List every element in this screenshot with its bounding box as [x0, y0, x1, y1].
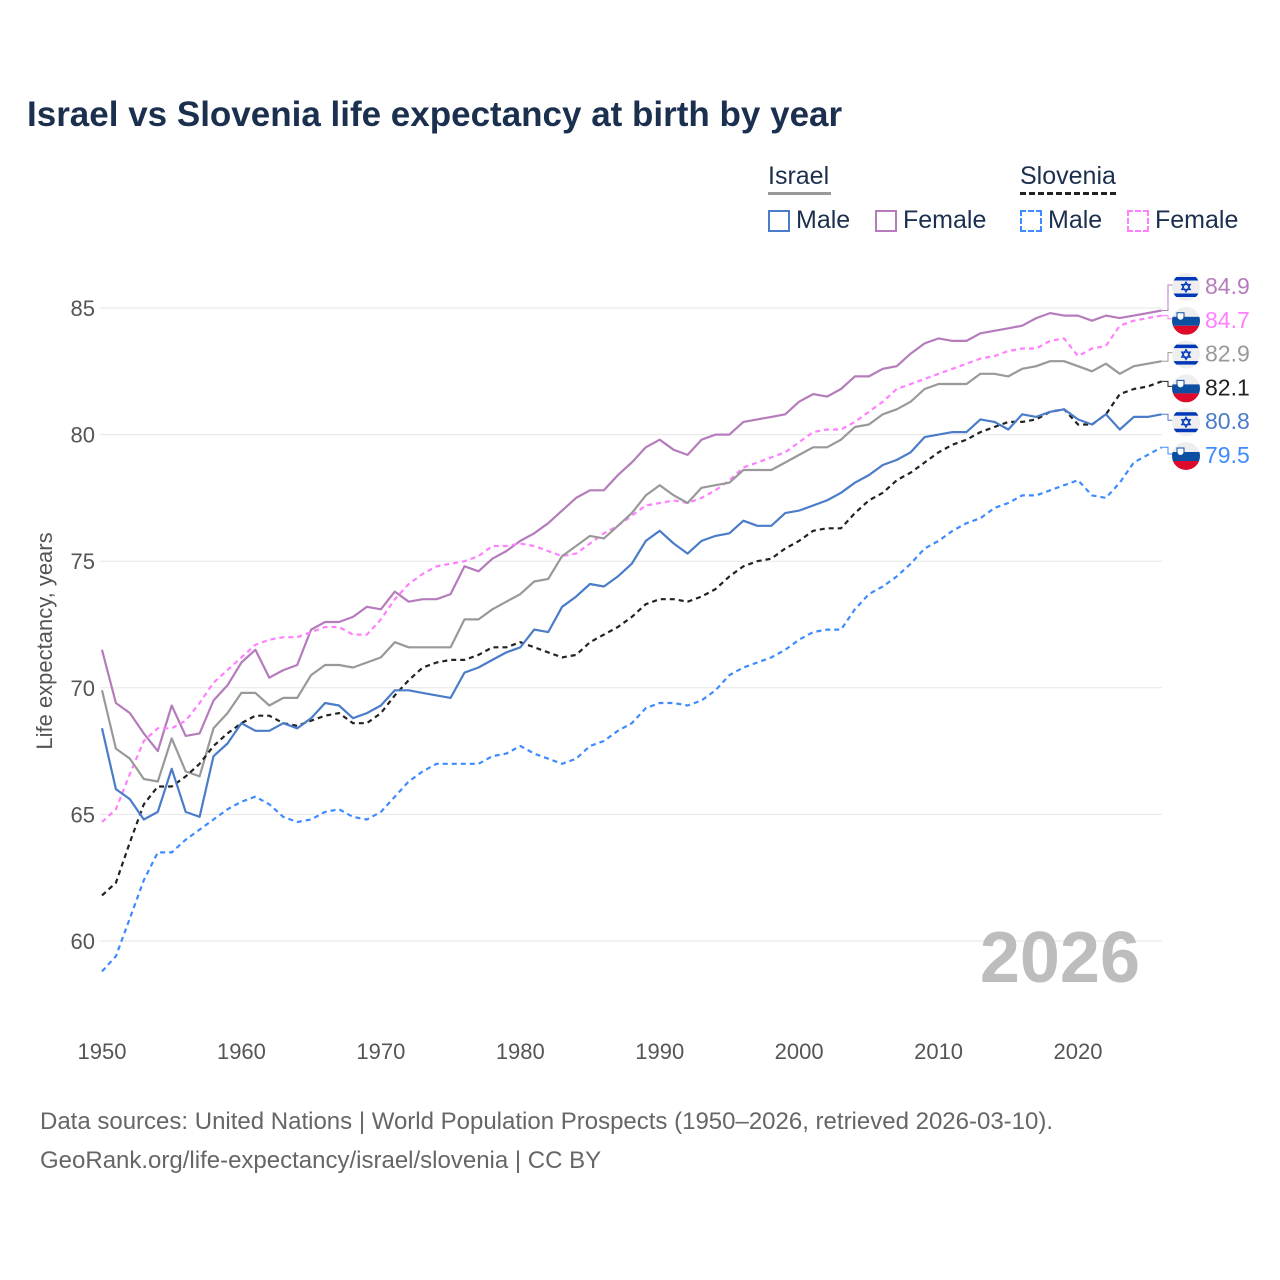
legend-slovenia-female[interactable]: Female	[1127, 206, 1238, 235]
legend-slovenia-label: Slovenia	[1020, 162, 1116, 190]
legend-slovenia-line	[1020, 192, 1116, 195]
label-connector	[1162, 315, 1176, 320]
legend-slovenia-heading: Slovenia	[1020, 162, 1116, 195]
source-line-1: Data sources: United Nations | World Pop…	[40, 1108, 1054, 1135]
label-connector	[1162, 352, 1176, 362]
slovenia-flag-icon	[1172, 306, 1200, 335]
legend-israel-male[interactable]: Male	[768, 206, 850, 235]
series-line-israel	[100, 360, 1162, 783]
x-tick-label: 1960	[217, 1039, 266, 1064]
end-label-israel: 82.9	[1162, 340, 1250, 369]
legend-israel-label: Israel	[768, 162, 830, 190]
legend-israel-male-label: Male	[796, 206, 851, 234]
x-tick-label: 1980	[496, 1039, 545, 1064]
series-line-israel-male	[100, 408, 1162, 821]
x-tick-label: 2020	[1054, 1039, 1103, 1064]
legend-slovenia-female-swatch	[1127, 209, 1149, 232]
slovenia-flag-icon	[1172, 442, 1200, 470]
series-line-israel-female	[100, 309, 1162, 753]
source-line-2[interactable]: GeoRank.org/life-expectancy/israel/slove…	[40, 1147, 602, 1174]
y-tick-label: 85	[71, 296, 95, 321]
israel-flag-icon	[1172, 273, 1200, 301]
end-label-slovenia-male: 79.5	[1162, 442, 1250, 470]
end-value-label: 84.7	[1205, 307, 1250, 333]
end-label-slovenia-female: 84.7	[1162, 306, 1250, 335]
legend-israel-female-swatch	[875, 209, 897, 232]
label-connector	[1162, 380, 1176, 387]
y-tick-label: 65	[71, 802, 95, 827]
legend-israel-male-swatch	[768, 209, 790, 232]
end-label-israel-female: 84.9	[1162, 273, 1250, 311]
end-value-label: 82.9	[1205, 341, 1250, 367]
x-tick-label: 1990	[635, 1039, 684, 1064]
x-tick-label: 2010	[914, 1039, 963, 1064]
end-value-label: 79.5	[1205, 442, 1250, 468]
legend-slovenia-male-label: Male	[1048, 206, 1103, 234]
y-tick-label: 75	[71, 549, 95, 574]
end-label-slovenia: 82.1	[1162, 374, 1250, 403]
slovenia-flag-icon	[1172, 374, 1200, 403]
legend-israel-line	[768, 192, 831, 195]
legend-slovenia-female-label: Female	[1155, 206, 1239, 234]
legend-israel-female-label: Female	[903, 206, 987, 234]
legend-slovenia-male[interactable]: Male	[1020, 206, 1102, 235]
y-tick-label: 60	[71, 929, 95, 954]
x-tick-label: 2000	[775, 1039, 824, 1064]
year-watermark: 2026	[980, 918, 1140, 998]
y-tick-label: 80	[71, 423, 95, 448]
israel-flag-icon	[1172, 408, 1200, 437]
legend-israel-female[interactable]: Female	[875, 206, 986, 235]
chart-title: Israel vs Slovenia life expectancy at bi…	[27, 95, 843, 134]
legend-israel-heading: Israel	[768, 162, 831, 195]
label-connector	[1162, 284, 1176, 311]
x-tick-label: 1950	[78, 1039, 127, 1064]
end-value-label: 82.1	[1205, 374, 1250, 400]
legend-slovenia-male-swatch	[1020, 209, 1042, 232]
end-value-label: 80.8	[1205, 408, 1250, 434]
series-line-slovenia-female	[101, 314, 1162, 823]
series-line-slovenia-male	[101, 446, 1163, 973]
end-value-label: 84.9	[1205, 273, 1250, 299]
series-line-slovenia	[101, 380, 1163, 897]
x-tick-label: 1970	[356, 1039, 405, 1064]
label-connector	[1162, 446, 1176, 455]
israel-flag-icon	[1172, 340, 1200, 369]
end-label-israel-male: 80.8	[1162, 408, 1250, 437]
y-tick-label: 70	[71, 676, 95, 701]
label-connector	[1162, 413, 1176, 421]
